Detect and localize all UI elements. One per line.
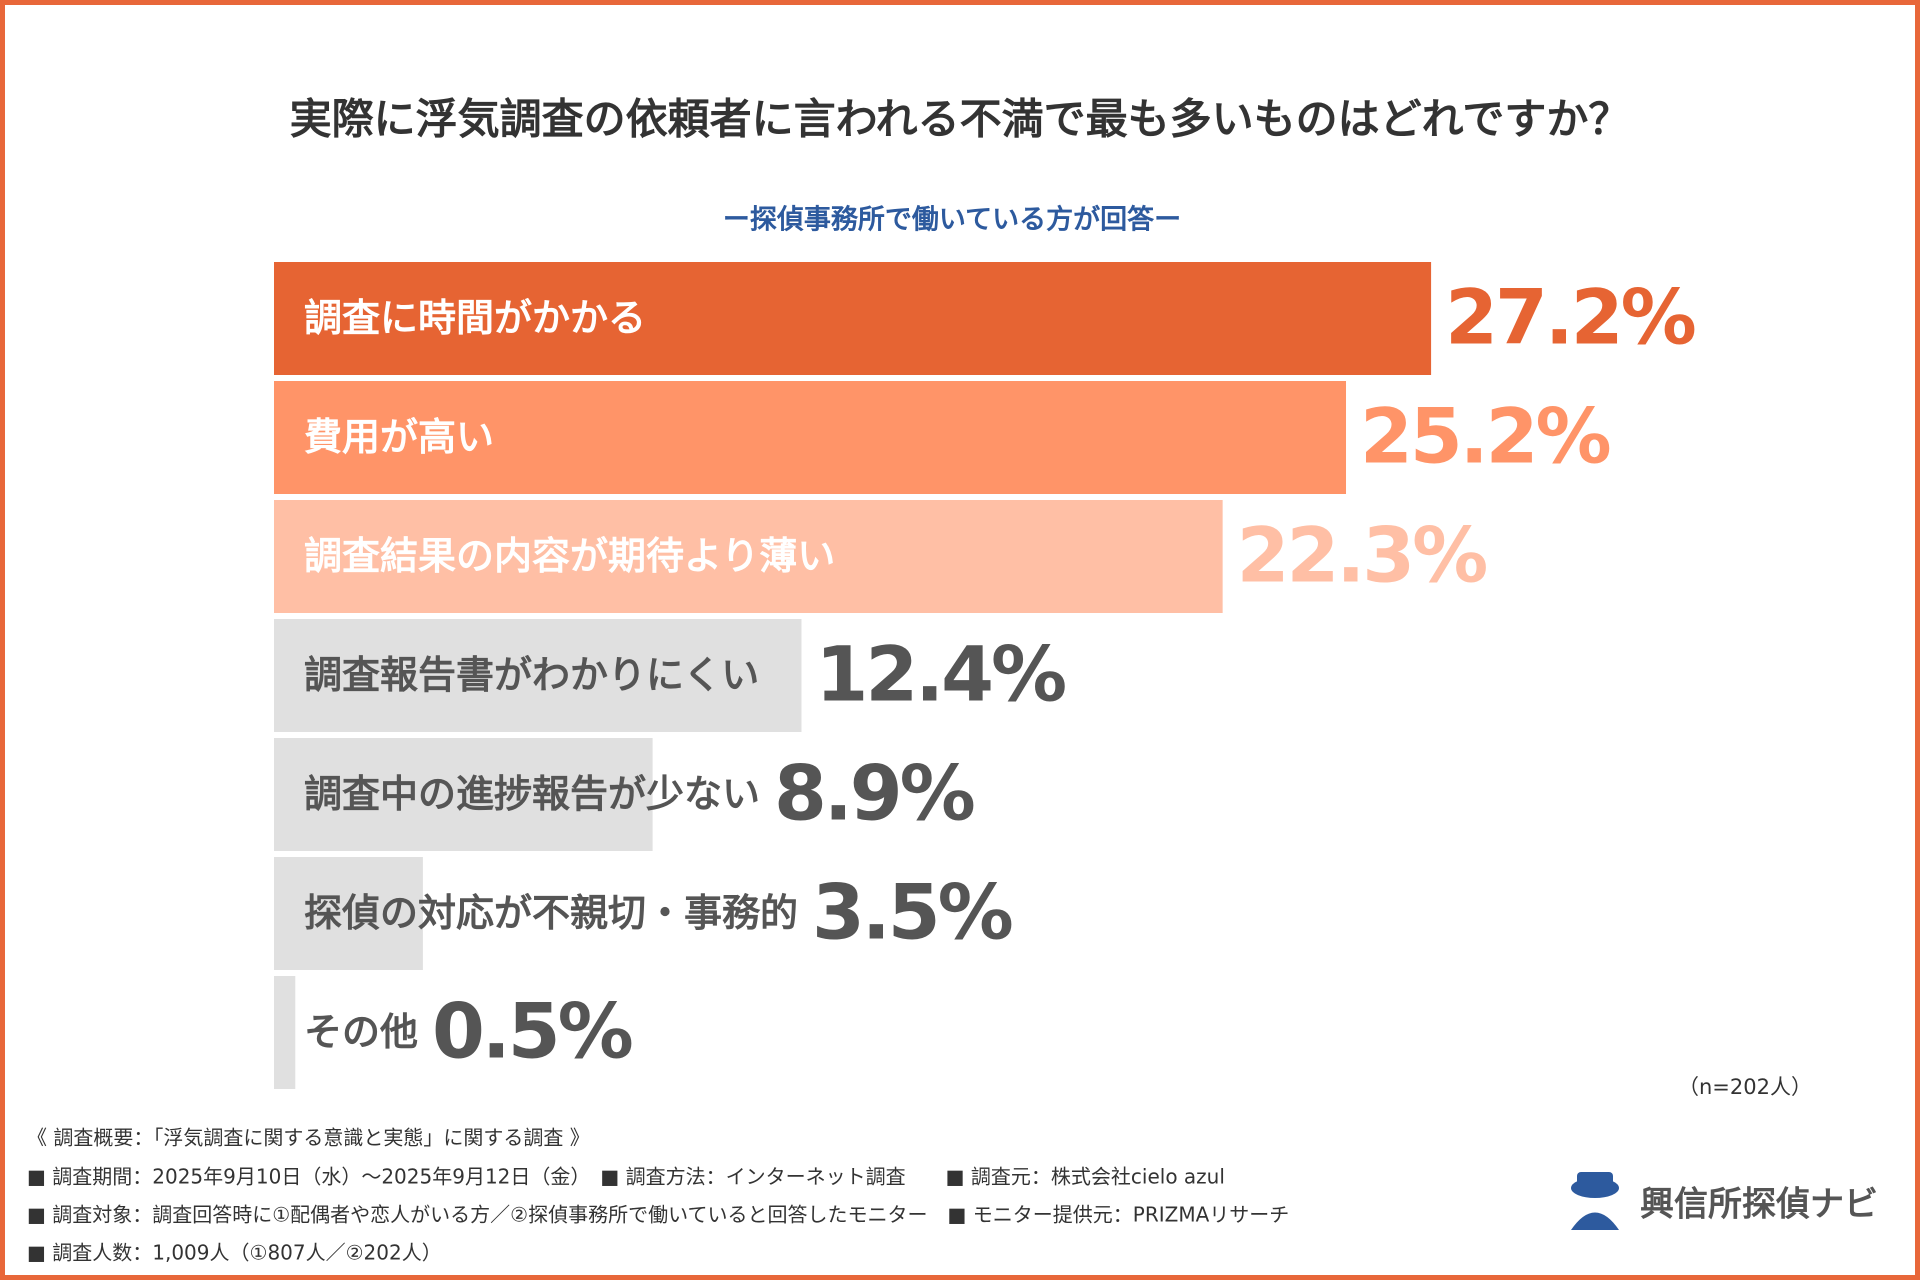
footnote: ■ 調査期間：2025年9月10日（水）〜2025年9月12日（金） ■ 調査方… (27, 1165, 1225, 1189)
logo-icon (1571, 1212, 1619, 1230)
bar (274, 738, 653, 851)
value-label: 22.3% (1237, 510, 1487, 599)
category-label: 費用が高い (304, 415, 494, 459)
category-label: 調査に時間がかかる (304, 296, 646, 340)
value-label: 27.2% (1445, 272, 1695, 361)
logo-icon (1577, 1172, 1613, 1190)
footnote: 《 調査概要：「浮気調査に関する意識と実態」に関する調査 》 (27, 1126, 590, 1150)
category-label: その他 (304, 1010, 418, 1054)
sample-note: （n=202人） (1678, 1075, 1812, 1099)
value-label: 12.4% (815, 629, 1065, 718)
category-label: 調査中の進捗報告が少ない (304, 772, 760, 816)
category-label: 調査報告書がわかりにくい (304, 653, 759, 697)
chart-title: 実際に浮気調査の依頼者に言われる不満で最も多いものはどれですか？ (290, 95, 1631, 144)
value-label: 3.5% (812, 867, 1012, 956)
bar (274, 619, 802, 732)
category-label: 調査結果の内容が期待より薄い (304, 534, 835, 578)
value-label: 8.9% (774, 748, 974, 837)
bar (274, 976, 296, 1089)
chart-subtitle: ー探偵事務所で働いている方が回答ー (723, 204, 1181, 236)
logo-text: 興信所探偵ナビ (1640, 1185, 1878, 1225)
bar (274, 857, 423, 970)
bar (274, 262, 1432, 375)
footnote: ■ 調査対象：調査回答時に①配偶者や恋人がいる方／②探偵事務所で働いていると回答… (27, 1203, 1289, 1227)
value-label: 25.2% (1360, 391, 1610, 480)
bar (274, 381, 1347, 494)
bar (274, 500, 1223, 613)
value-label: 0.5% (432, 986, 632, 1075)
logo: 興信所探偵ナビ (1571, 1172, 1878, 1230)
footnote: ■ 調査人数：1,009人（①807人／②202人） (27, 1241, 442, 1265)
category-label: 探偵の対応が不親切・事務的 (304, 891, 798, 935)
